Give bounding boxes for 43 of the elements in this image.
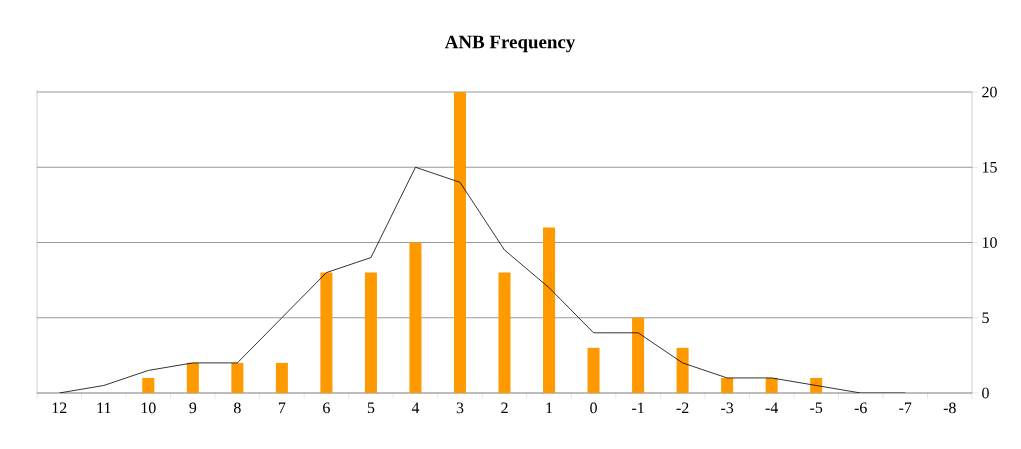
x-tick-label: -4 [765,402,779,414]
x-tick-label: -7 [899,402,912,413]
bar [632,317,645,393]
bar [453,92,466,393]
x-tick-label: 7 [278,402,286,413]
y-tick-label: 10 [982,237,997,248]
bar [364,272,377,393]
chart-title: ANB Frequency [444,35,576,53]
bar [765,377,778,393]
x-tick-label: -3 [721,402,734,414]
x-tick-label: 0 [590,402,597,414]
bar [186,362,199,393]
x-tick-label: 10 [141,402,156,414]
y-tick-label: 15 [982,161,997,173]
bar [320,272,333,393]
bar [275,362,288,393]
x-tick-label: -2 [676,402,689,414]
line-series [58,166,906,393]
x-tick-label: 4 [411,402,420,414]
x-tick-label: 6 [323,402,330,414]
x-tick-label: 3 [456,402,464,414]
y-tick-label: 0 [982,387,989,399]
bar [676,347,689,393]
bar [231,362,244,393]
bar [721,377,734,393]
bar [142,377,155,393]
y-tick-label: 5 [982,312,989,324]
y-tick-label: 20 [982,86,997,98]
x-tick-label: 5 [367,402,375,414]
x-tick-label: 1 [546,402,553,414]
bar [409,242,422,393]
x-tick-label: -1 [632,402,644,414]
x-tick-label: 9 [189,402,197,414]
x-tick-label: 2 [501,402,508,414]
x-tick-label: 12 [52,402,67,414]
bar [498,272,511,393]
x-tick-label: 8 [233,402,241,414]
bar [543,227,556,393]
x-tick-label: 11 [97,402,111,414]
x-tick-label: -6 [854,402,867,414]
x-tick-label: -5 [810,402,823,414]
bar [587,347,600,393]
x-tick-label: -8 [943,402,956,414]
